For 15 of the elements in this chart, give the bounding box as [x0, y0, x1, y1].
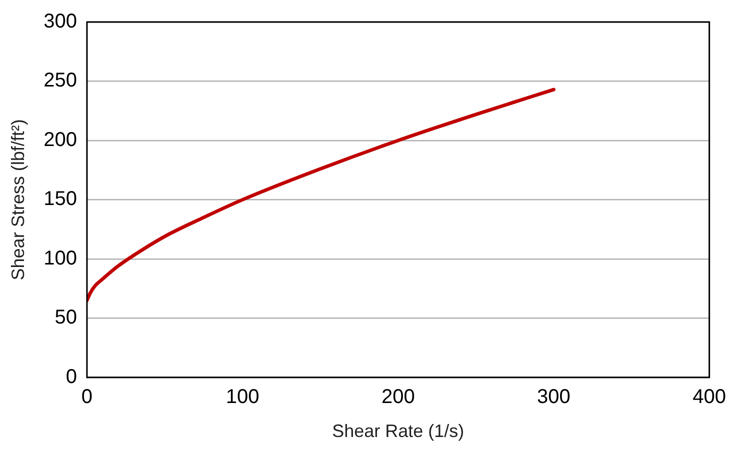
x-tick-label: 400 [692, 386, 726, 408]
y-tick-label: 250 [44, 70, 77, 92]
x-tick-label: 100 [226, 386, 260, 408]
x-tick-label: 300 [537, 386, 570, 408]
y-tick-label: 150 [44, 188, 77, 210]
y-axis-title: Shear Stress (lbf/ft²) [8, 119, 28, 280]
y-tick-label: 0 [66, 366, 77, 388]
y-tick-label: 50 [54, 306, 77, 329]
y-tick-label: 200 [44, 128, 77, 151]
x-tick-label: 0 [81, 386, 93, 408]
y-tick-label: 100 [44, 247, 77, 270]
x-axis-title: Shear Rate (1/s) [332, 421, 464, 442]
line-series [86, 88, 556, 302]
x-tick-label: 200 [381, 386, 415, 408]
y-tick-label: 300 [44, 10, 77, 33]
